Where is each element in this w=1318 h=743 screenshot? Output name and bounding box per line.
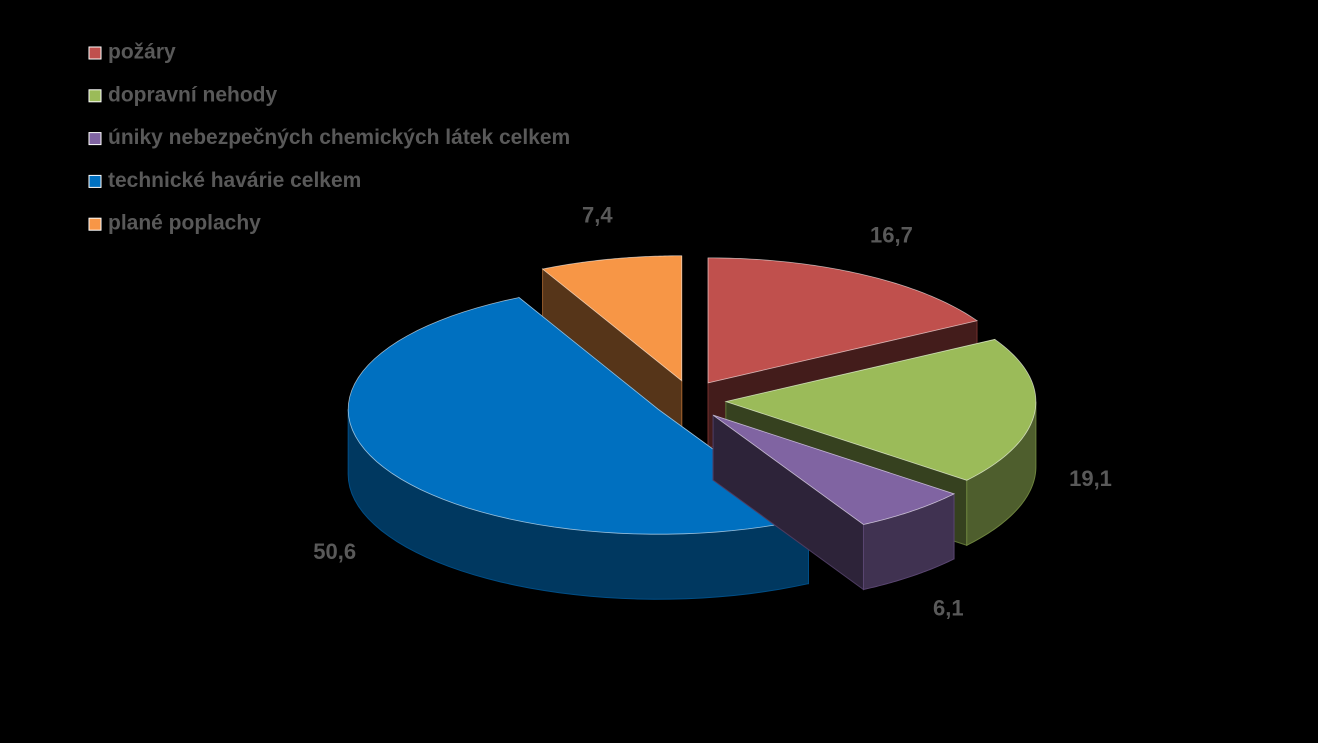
pie-slice	[712, 414, 956, 525]
legend-text: plané poplachy	[108, 212, 261, 235]
slice-group	[712, 414, 956, 591]
legend-swatch	[88, 46, 102, 60]
legend-swatch	[88, 174, 102, 188]
legend-swatch	[88, 89, 102, 103]
legend-text: dopravní nehody	[108, 83, 278, 106]
legend-text: technické havárie celkem	[108, 169, 361, 192]
pie-slice	[347, 297, 810, 535]
legend-text: úniky nebezpečných chemických látek celk…	[108, 126, 570, 149]
value-label: 19,1	[1069, 466, 1112, 491]
pie-slice	[707, 257, 978, 384]
slice-group	[347, 296, 810, 600]
pie-slice	[724, 338, 1037, 481]
legend-swatch	[88, 132, 102, 146]
pie-slice	[541, 255, 683, 382]
value-label: 50,6	[313, 539, 356, 564]
value-label: 6,1	[933, 595, 964, 620]
value-label: 7,4	[582, 202, 613, 227]
legend-text: požáry	[108, 41, 176, 64]
value-label: 16,7	[870, 223, 913, 248]
legend-swatch	[88, 217, 102, 231]
